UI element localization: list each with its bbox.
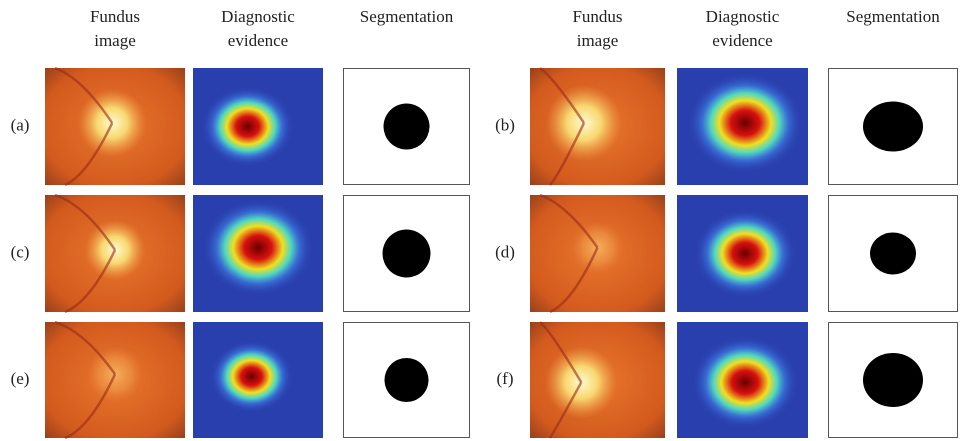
column-header: Diagnostic [221,7,295,26]
panel-label: (b) [495,115,515,134]
column-header: Fundus [90,7,140,26]
heatmap-hotspot [203,200,313,296]
segmentation-mask [863,102,923,152]
heatmap-hotspot [695,210,796,298]
segmentation-mask [383,230,431,278]
heatmap-hotspot [210,341,293,413]
heatmap-hotspot [688,73,803,173]
heatmap-hotspot [692,336,798,428]
figure: Fundus image Diagnostic evidence Segmentatio… [0,0,960,441]
column-header: Segmentation [360,7,454,26]
column-header: image [94,31,136,50]
panel-label: (d) [495,242,515,261]
column-header: Segmentation [846,7,940,26]
panel-label: (c) [11,242,30,261]
heatmap-hotspot [202,87,294,167]
column-header: evidence [228,31,288,50]
panel-label: (f) [497,369,514,388]
column-header: image [577,31,619,50]
segmentation-mask [863,353,923,407]
segmentation-mask [870,233,916,275]
panel-label: (a) [11,115,30,134]
column-header: Fundus [572,7,622,26]
column-header: Diagnostic [706,7,780,26]
panel-label: (e) [11,369,30,388]
segmentation-mask [385,358,429,402]
segmentation-mask [384,104,430,150]
column-header: evidence [712,31,772,50]
